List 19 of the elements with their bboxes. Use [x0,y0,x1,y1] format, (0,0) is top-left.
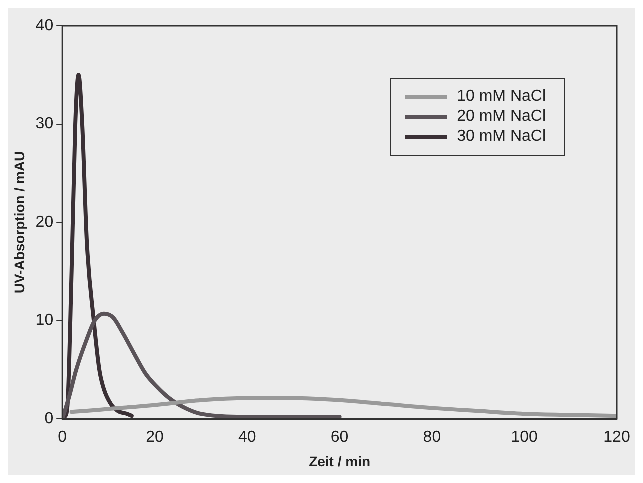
y-tick-label: 30 [36,116,54,133]
legend-label: 20 mM NaCl [457,107,546,127]
x-tick-label: 120 [604,429,630,446]
x-tick-label: 80 [423,429,442,446]
x-tick-label: 0 [58,429,68,446]
x-tick-label: 60 [330,429,349,446]
x-tick-label: 40 [238,429,256,446]
x-tick-label: 20 [146,429,164,446]
line-series [62,312,342,419]
y-tick-label: 10 [36,312,54,330]
y-tick-label: 0 [44,410,54,428]
y-tick-label: 40 [36,17,54,34]
line-series [70,396,617,418]
y-tick-label: 20 [36,214,54,231]
legend-label: 30 mM NaCl [457,127,546,147]
legend-label: 10 mM NaCl [457,87,546,107]
x-axis-title: Zeit / min [309,453,371,470]
y-axis-title: UV-Absorption / mAU [11,151,28,294]
x-tick-label: 100 [511,429,538,446]
